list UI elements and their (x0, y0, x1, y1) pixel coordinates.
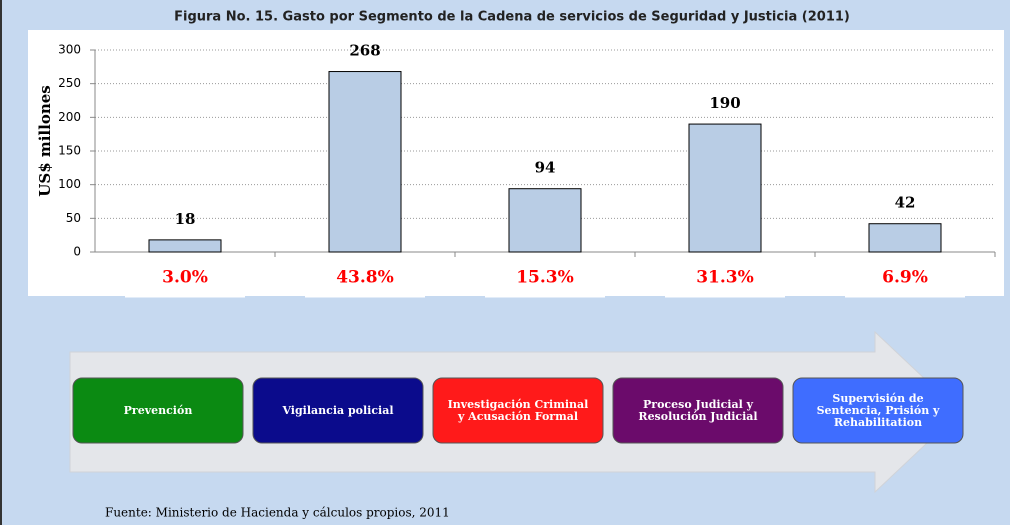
y-axis-label: US$ millones (36, 85, 54, 196)
stage-label: Vigilancia policial (281, 404, 393, 417)
stage-box (252, 377, 424, 444)
y-tick-label: 50 (66, 211, 81, 225)
stage-box (72, 377, 244, 444)
stage-label: y Acusación Formal (457, 410, 578, 423)
stage-label: Prevención (124, 404, 193, 417)
bar (148, 239, 222, 253)
bar (868, 223, 942, 253)
stage-box (612, 377, 784, 444)
y-tick-label: 0 (73, 245, 81, 259)
stage-label: Rehabilitation (834, 416, 922, 429)
stage-label: Supervisión de (832, 392, 923, 405)
stage-box (792, 377, 964, 444)
bar (328, 71, 402, 253)
bar (508, 188, 582, 253)
source-note: Fuente: Ministerio de Hacienda y cálculo… (105, 506, 450, 520)
chart-title: Figura No. 15. Gasto por Segmento de la … (174, 10, 850, 25)
value-label: 190 (709, 94, 740, 112)
value-label: 268 (349, 42, 380, 60)
y-tick-label: 200 (58, 110, 81, 124)
stage-box (432, 377, 604, 444)
y-tick-label: 150 (58, 144, 81, 158)
value-label: 94 (535, 159, 556, 177)
stage-label: Sentencia, Prisión y (817, 404, 940, 417)
plot-panel (28, 30, 1004, 296)
stage-label: Proceso Judicial y (643, 398, 754, 411)
share-label: 43.8% (336, 268, 394, 288)
share-label: 3.0% (162, 268, 208, 288)
share-label: 15.3% (516, 268, 574, 288)
y-tick-label: 100 (58, 177, 81, 191)
stage-label: Investigación Criminal (448, 398, 589, 411)
share-label: 6.9% (882, 268, 928, 288)
y-tick-label: 250 (58, 76, 81, 90)
value-label: 42 (895, 194, 916, 212)
bar (688, 123, 762, 253)
y-tick-label: 300 (58, 43, 81, 57)
value-label: 18 (175, 210, 196, 228)
share-label: 31.3% (696, 268, 754, 288)
stage-label: Resolución Judicial (638, 410, 757, 423)
